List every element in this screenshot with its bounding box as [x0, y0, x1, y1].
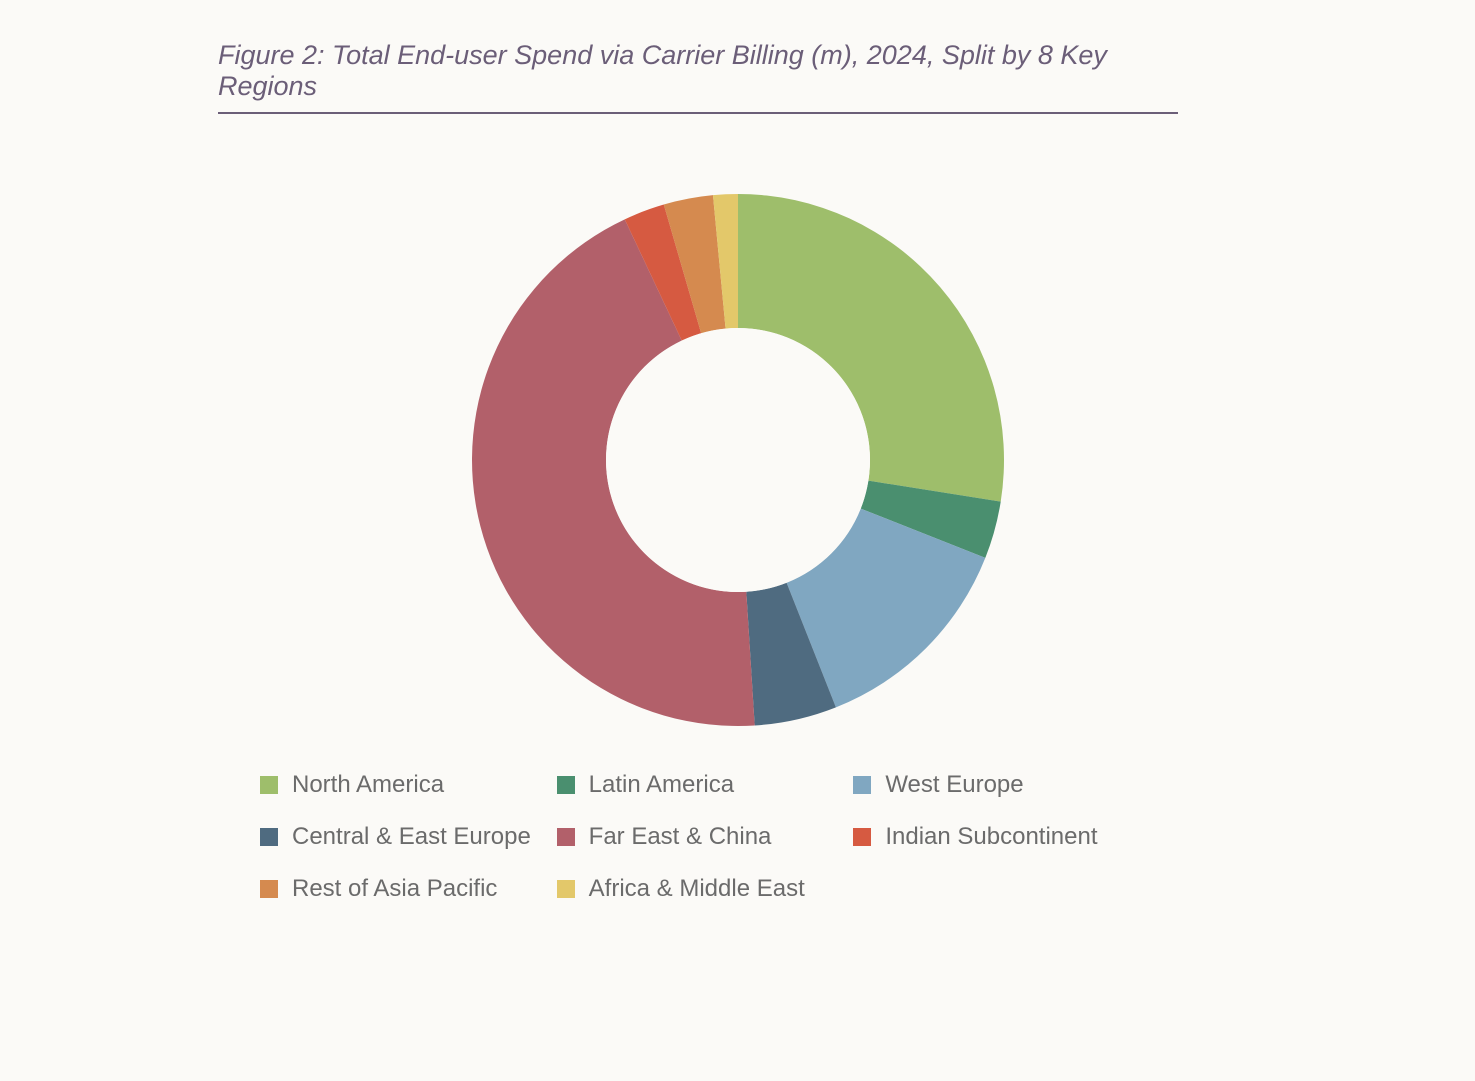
legend-swatch-rest-asia-pacific	[260, 880, 278, 898]
legend-swatch-indian-subcontinent	[853, 828, 871, 846]
legend-label-north-america: North America	[292, 771, 444, 799]
legend-item-central-east-europe: Central & East Europe	[260, 823, 547, 851]
legend-label-indian-subcontinent: Indian Subcontinent	[885, 823, 1097, 851]
legend-label-west-europe: West Europe	[885, 771, 1023, 799]
legend-item-rest-asia-pacific: Rest of Asia Pacific	[260, 875, 547, 903]
legend-swatch-far-east-china	[557, 828, 575, 846]
legend-label-rest-asia-pacific: Rest of Asia Pacific	[292, 875, 497, 903]
page-root: Figure 2: Total End-user Spend via Carri…	[0, 0, 1475, 1081]
donut-hole	[606, 328, 870, 592]
legend-item-indian-subcontinent: Indian Subcontinent	[853, 823, 1140, 851]
figure-title: Figure 2: Total End-user Spend via Carri…	[218, 40, 1178, 102]
legend-item-west-europe: West Europe	[853, 771, 1140, 799]
legend-label-latin-america: Latin America	[589, 771, 734, 799]
figure-title-block: Figure 2: Total End-user Spend via Carri…	[218, 40, 1178, 114]
legend-label-africa-middle-east: Africa & Middle East	[589, 875, 805, 903]
figure-title-underline	[218, 112, 1178, 114]
legend-item-latin-america: Latin America	[557, 771, 844, 799]
legend: North America Latin America West Europe Cen…	[260, 771, 1140, 903]
legend-swatch-west-europe	[853, 776, 871, 794]
legend-label-central-east-europe: Central & East Europe	[292, 823, 531, 851]
donut-chart	[472, 194, 1004, 731]
legend-item-africa-middle-east: Africa & Middle East	[557, 875, 844, 903]
legend-swatch-north-america	[260, 776, 278, 794]
legend-label-far-east-china: Far East & China	[589, 823, 772, 851]
legend-item-north-america: North America	[260, 771, 547, 799]
legend-item-far-east-china: Far East & China	[557, 823, 844, 851]
legend-swatch-africa-middle-east	[557, 880, 575, 898]
legend-swatch-central-east-europe	[260, 828, 278, 846]
legend-swatch-latin-america	[557, 776, 575, 794]
chart-area	[0, 194, 1475, 731]
donut-svg	[472, 194, 1004, 726]
